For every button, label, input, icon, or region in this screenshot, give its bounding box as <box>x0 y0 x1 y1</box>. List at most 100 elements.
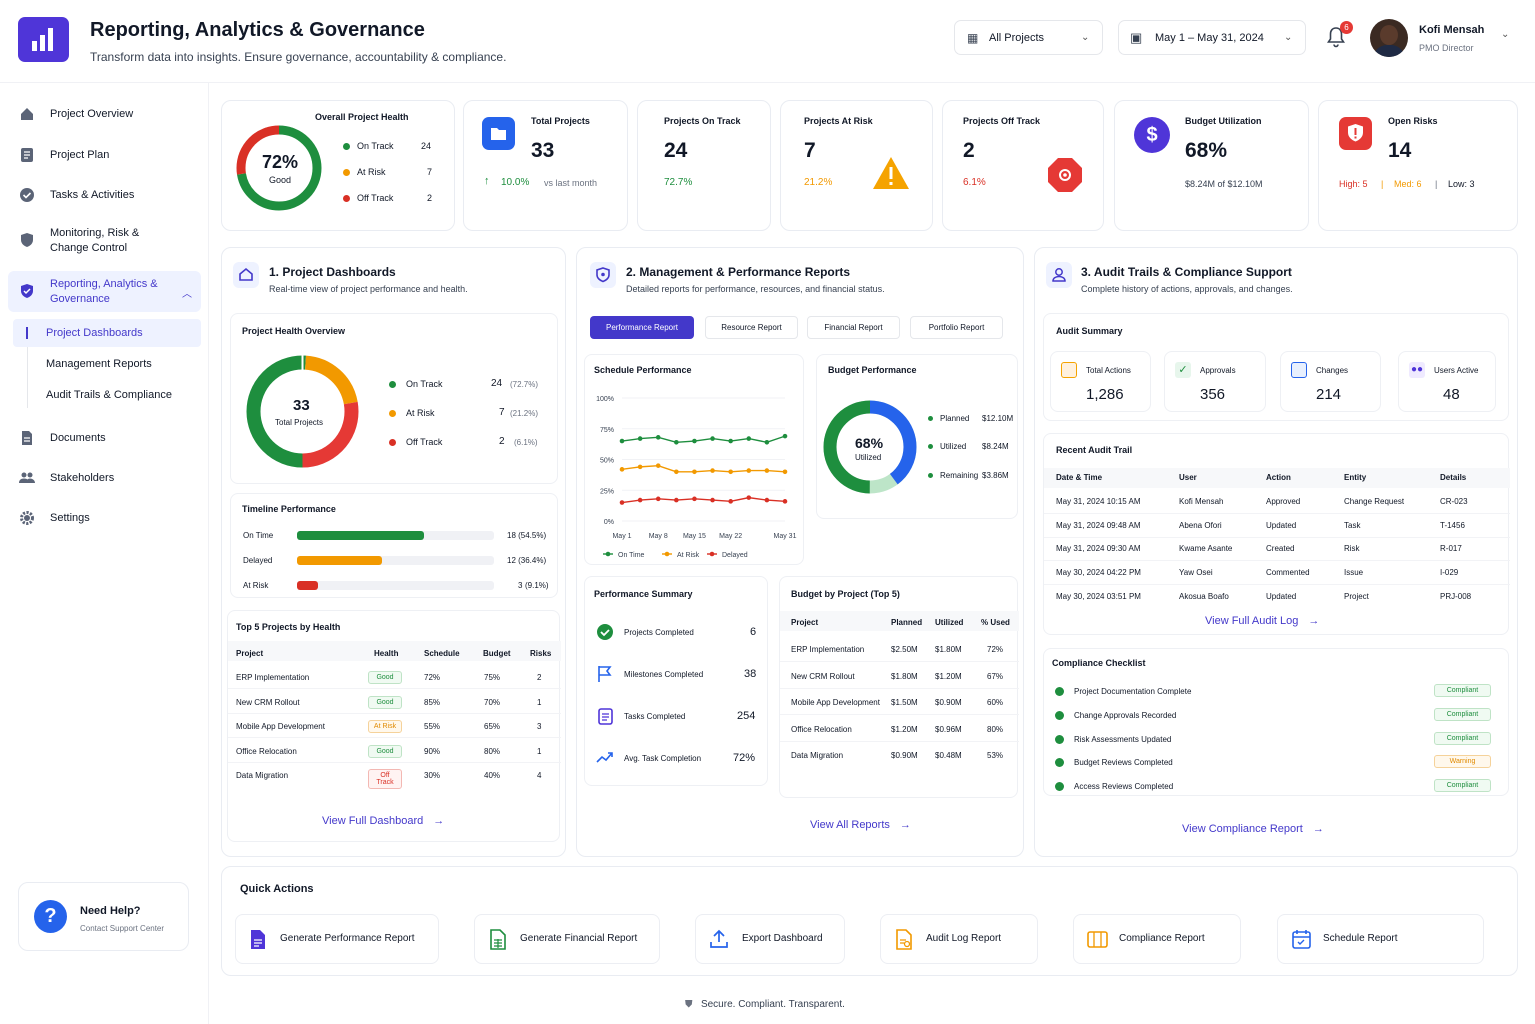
table-cell: 2 <box>537 673 542 682</box>
compliance-folder-icon <box>1087 931 1108 948</box>
project-filter[interactable]: ▦ All Projects ⌄ <box>954 20 1103 55</box>
user-name: Kofi Mensah <box>1419 24 1485 36</box>
quick-action-audit-log-report[interactable]: Audit Log Report <box>880 914 1038 964</box>
data-point <box>674 469 679 475</box>
document-list-icon <box>21 148 33 162</box>
table-cell: 72% <box>424 673 441 682</box>
recent-audit-trail: Recent Audit Trail Date & Time User Acti… <box>1043 433 1510 635</box>
view-full-dashboard-link[interactable]: View Full Dashboard → <box>322 815 445 827</box>
data-point <box>710 497 715 503</box>
view-all-reports-link[interactable]: View All Reports → <box>810 819 911 831</box>
notifications-button[interactable]: 6 <box>1326 21 1353 50</box>
calendar-icon <box>1292 930 1311 949</box>
table-cell: 4 <box>537 771 542 780</box>
data-point <box>674 439 679 445</box>
y-tick-label: 25% <box>600 488 614 495</box>
footer: ⛊ Secure. Compliant. Transparent. <box>685 999 845 1010</box>
subnav-audit-trails[interactable]: Audit Trails & Compliance <box>46 389 172 401</box>
table-cell: Mobile App Development <box>791 698 880 707</box>
legend-label: Delayed <box>722 552 748 559</box>
legend-marker <box>709 551 715 557</box>
view-compliance-report-link[interactable]: View Compliance Report → <box>1182 823 1324 835</box>
legend-label: On Time <box>618 552 645 559</box>
approval-check-icon: ✓ <box>1175 362 1191 378</box>
quick-action-compliance-report[interactable]: Compliance Report <box>1073 914 1241 964</box>
table-cell: Risk <box>1344 544 1360 554</box>
user-menu-chevron-icon[interactable]: ⌄ <box>1501 29 1510 40</box>
table-cell: 70% <box>484 697 501 707</box>
table-cell: Task <box>1344 520 1361 530</box>
sidebar-item-documents[interactable]: Documents <box>8 424 201 452</box>
series-line-at-risk <box>621 464 786 473</box>
subnav-project-dashboards[interactable]: Project Dashboards <box>13 319 201 347</box>
view-full-audit-log-link[interactable]: View Full Audit Log → <box>1205 615 1320 627</box>
status-badge: Compliant <box>1434 731 1491 745</box>
shield-report-icon <box>590 262 616 288</box>
x-tick-label: May 8 <box>649 533 668 540</box>
arrow-right-icon: → <box>899 819 911 831</box>
quick-action-generate-performance-report[interactable]: Generate Performance Report <box>235 914 439 964</box>
table-cell: 1 <box>537 697 542 707</box>
tab-performance-report[interactable]: Performance Report <box>590 316 694 339</box>
table-cell: Updated <box>1266 520 1297 530</box>
data-point <box>728 438 733 444</box>
tab-financial-report[interactable]: Financial Report <box>807 316 900 339</box>
table-cell: May 31, 2024 09:48 AM <box>1056 520 1141 530</box>
tab-portfolio-report[interactable]: Portfolio Report <box>910 316 1003 339</box>
status-badge: Compliant <box>1434 684 1491 697</box>
table-cell: R-017 <box>1440 544 1462 554</box>
open-risks-card: Open Risks 14 High: 5 | Med: 6 | Low: 3 <box>1318 100 1518 231</box>
quick-action-export-dashboard[interactable]: Export Dashboard <box>695 914 845 964</box>
sidebar-item-stakeholders[interactable]: Stakeholders <box>8 464 201 492</box>
sidebar-item-tasks[interactable]: Tasks & Activities <box>8 181 201 209</box>
table-cell: $1.50M <box>891 698 918 707</box>
data-point <box>764 439 770 445</box>
sidebar-item-project-overview[interactable]: Project Overview <box>8 100 201 128</box>
table-cell: May 30, 2024 03:51 PM <box>1056 591 1141 601</box>
health-donut <box>236 125 322 211</box>
health-badge: Off Track <box>368 769 402 789</box>
document-icon <box>22 431 32 445</box>
data-point <box>746 495 752 500</box>
data-point <box>692 496 697 502</box>
table-cell: Issue <box>1344 568 1364 578</box>
timeline-bar-fill <box>297 581 319 590</box>
table-cell: PRJ-008 <box>1440 591 1472 601</box>
summary-approvals: ✓ Approvals 356 <box>1164 351 1266 412</box>
help-question-icon: ? <box>34 900 67 933</box>
data-point <box>674 497 679 503</box>
notification-count-badge: 6 <box>1340 21 1353 34</box>
data-point <box>710 468 715 473</box>
check-circle-icon <box>1055 734 1064 744</box>
dollar-icon: $ <box>1134 117 1170 153</box>
avatar[interactable] <box>1370 19 1408 57</box>
warning-icon <box>873 157 909 189</box>
table-cell: T-1456 <box>1440 520 1465 530</box>
gear-icon <box>20 511 34 525</box>
table-cell: Created <box>1266 544 1295 554</box>
check-circle-icon <box>1055 687 1064 696</box>
flag-icon <box>598 666 612 682</box>
data-point <box>782 469 788 475</box>
quick-action-generate-financial-report[interactable]: Generate Financial Report <box>474 914 660 964</box>
quick-action-schedule-report[interactable]: Schedule Report <box>1277 914 1484 964</box>
sidebar-item-settings[interactable]: Settings <box>8 504 201 532</box>
audit-summary: Audit Summary Total Actions 1,286 ✓ Appr… <box>1043 313 1509 421</box>
sidebar-item-reporting[interactable]: Reporting, Analytics & Governance ︿ <box>8 271 201 312</box>
table-cell: $1.80M <box>935 645 962 654</box>
overall-health-card: Overall Project Health 72% Good On Track… <box>221 100 455 231</box>
sidebar-item-monitoring[interactable]: Monitoring, Risk & Change Control <box>8 224 201 258</box>
y-tick-label: 0% <box>604 519 614 526</box>
audit-user-icon <box>1046 262 1072 288</box>
building-icon: ▦ <box>967 31 979 45</box>
help-card[interactable]: ? Need Help? Contact Support Center <box>18 882 189 951</box>
tab-resource-report[interactable]: Resource Report <box>705 316 798 339</box>
shield-check-icon <box>21 284 33 298</box>
sidebar-item-project-plan[interactable]: Project Plan <box>8 141 201 169</box>
section-project-dashboards: 1. Project Dashboards Real-time view of … <box>221 247 566 857</box>
subnav-management-reports[interactable]: Management Reports <box>46 358 152 370</box>
date-range-picker[interactable]: ▣ May 1 – May 31, 2024 ⌄ <box>1118 20 1306 55</box>
users-icon <box>19 472 35 483</box>
data-point <box>728 469 733 475</box>
shield-alert-icon <box>1339 117 1372 150</box>
